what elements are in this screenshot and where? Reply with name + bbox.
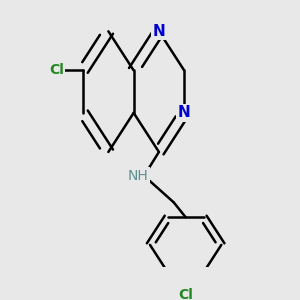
Text: Cl: Cl [178, 288, 193, 300]
Text: N: N [178, 105, 190, 120]
Text: NH: NH [128, 169, 148, 183]
Text: Cl: Cl [49, 63, 64, 77]
Text: N: N [152, 24, 165, 39]
